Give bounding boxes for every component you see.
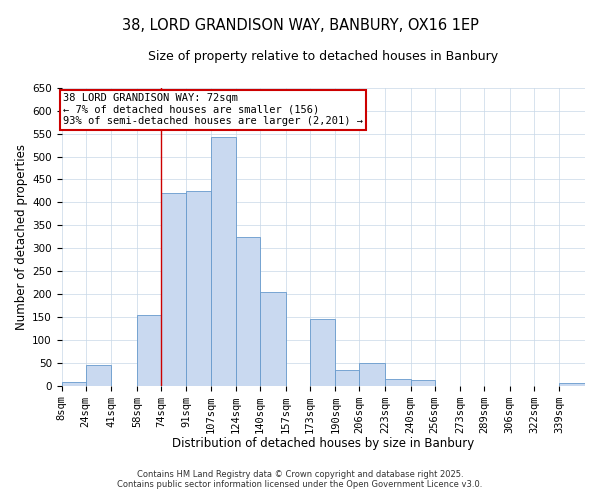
Bar bbox=[559, 384, 585, 386]
Y-axis label: Number of detached properties: Number of detached properties bbox=[15, 144, 28, 330]
Title: Size of property relative to detached houses in Banbury: Size of property relative to detached ho… bbox=[148, 50, 499, 63]
Bar bbox=[359, 362, 385, 386]
Text: 38, LORD GRANDISON WAY, BANBURY, OX16 1EP: 38, LORD GRANDISON WAY, BANBURY, OX16 1E… bbox=[122, 18, 478, 32]
Bar bbox=[260, 292, 286, 386]
Bar bbox=[62, 382, 86, 386]
Bar bbox=[161, 193, 187, 386]
Bar bbox=[86, 365, 111, 386]
Bar bbox=[385, 378, 410, 386]
Bar bbox=[187, 191, 211, 386]
Bar bbox=[310, 319, 335, 386]
Bar bbox=[211, 137, 236, 386]
Text: Contains HM Land Registry data © Crown copyright and database right 2025.
Contai: Contains HM Land Registry data © Crown c… bbox=[118, 470, 482, 489]
Bar bbox=[410, 380, 434, 386]
Bar bbox=[137, 314, 161, 386]
Bar bbox=[335, 370, 359, 386]
X-axis label: Distribution of detached houses by size in Banbury: Distribution of detached houses by size … bbox=[172, 437, 475, 450]
Bar bbox=[236, 236, 260, 386]
Text: 38 LORD GRANDISON WAY: 72sqm
← 7% of detached houses are smaller (156)
93% of se: 38 LORD GRANDISON WAY: 72sqm ← 7% of det… bbox=[63, 94, 363, 126]
